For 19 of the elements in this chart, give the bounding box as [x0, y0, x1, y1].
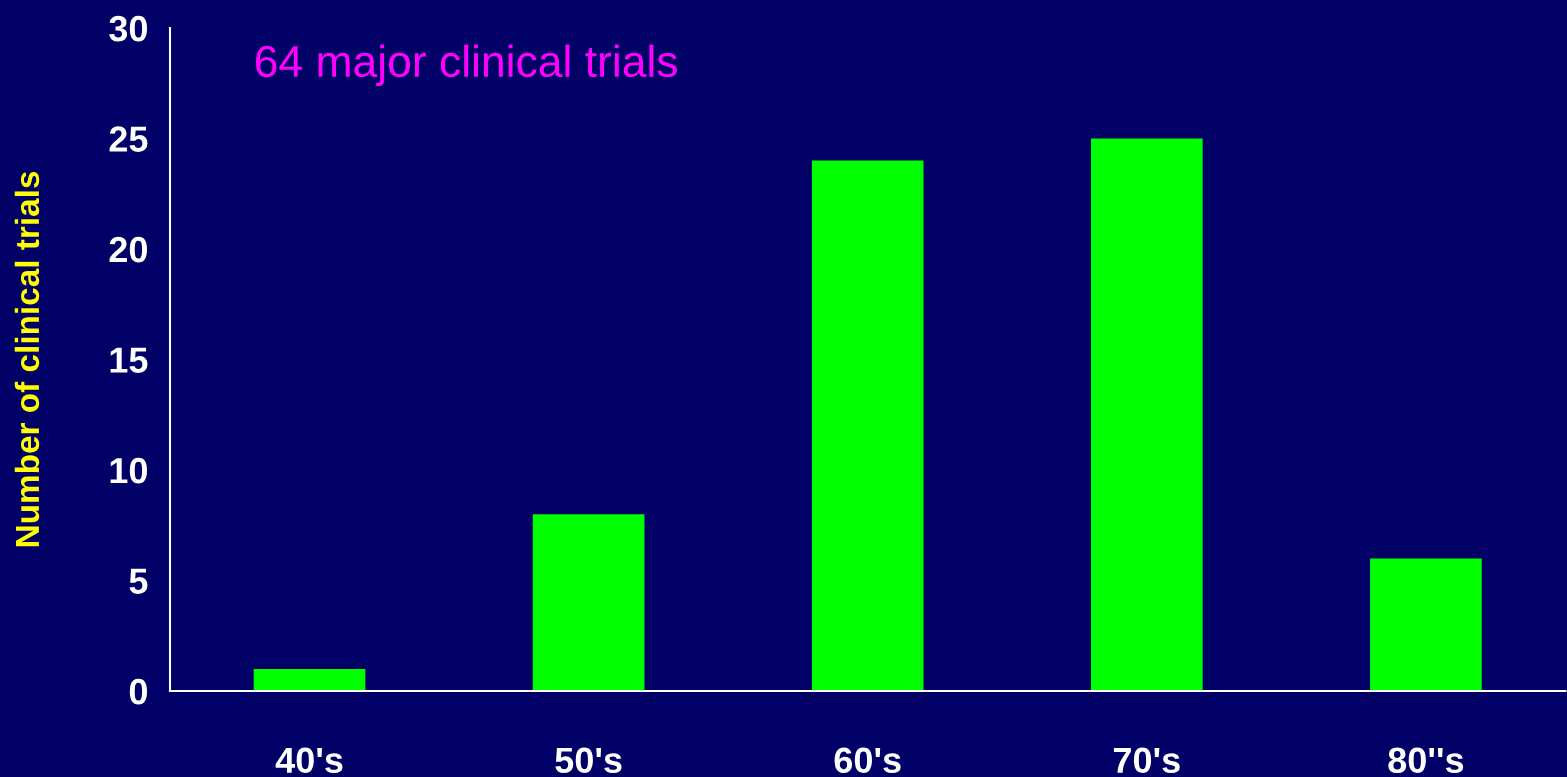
- bar: [532, 514, 645, 691]
- x-tick-label: 60's: [834, 747, 901, 774]
- y-tick-label: 0: [129, 678, 147, 705]
- x-tick-label: 70's: [1113, 747, 1180, 774]
- x-tick-label: 80''s: [1388, 747, 1464, 774]
- y-axis-title: Number of clinical trials: [14, 171, 40, 547]
- bar: [253, 668, 366, 691]
- y-tick-label: 10: [110, 457, 147, 484]
- chart-title: 64 major clinical trials: [255, 44, 677, 87]
- x-tick-label: 40's: [275, 747, 343, 774]
- x-tick-label: 50's: [555, 747, 622, 774]
- bar: [811, 160, 924, 691]
- y-tick-label: 15: [110, 347, 148, 373]
- y-tick-label: 25: [109, 126, 148, 152]
- bar: [1090, 138, 1203, 691]
- y-tick-label: 30: [109, 15, 147, 42]
- y-tick-label: 20: [109, 236, 147, 263]
- y-tick-label: 5: [129, 568, 148, 594]
- bar: [1370, 558, 1482, 691]
